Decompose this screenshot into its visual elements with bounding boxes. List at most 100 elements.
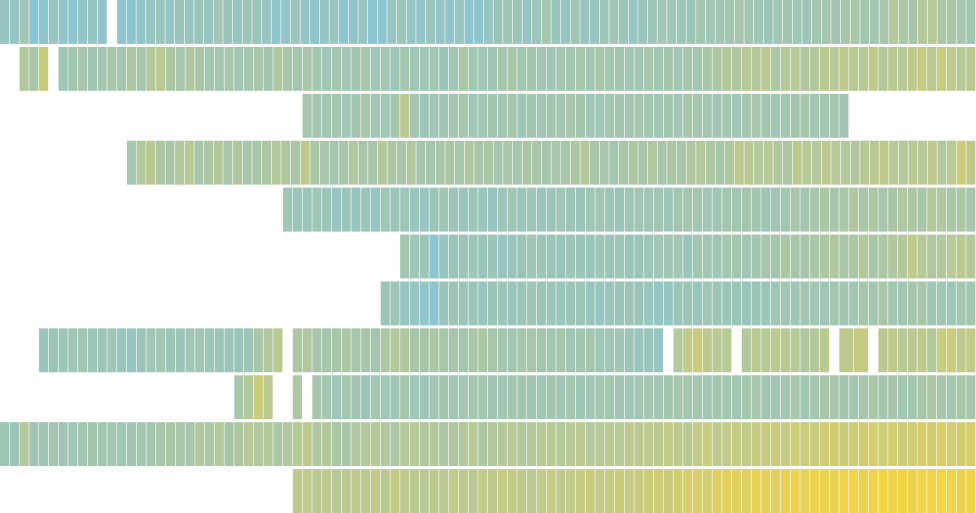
heatmap-cell: [624, 422, 634, 467]
heatmap-cell: [458, 93, 468, 138]
heatmap-cell: [819, 422, 829, 467]
heatmap-cell: [448, 187, 459, 232]
heatmap-cell: [956, 46, 966, 91]
heatmap-cell: [897, 469, 908, 513]
heatmap-cell: [741, 93, 751, 138]
heatmap-cell: [97, 46, 107, 91]
heatmap-cell: [322, 93, 332, 138]
heatmap-cell: [673, 375, 683, 420]
heatmap-cell: [956, 281, 966, 326]
heatmap-cell: [478, 375, 488, 420]
heatmap-cell: [351, 328, 361, 373]
heatmap-cell: [351, 187, 361, 232]
heatmap-cell: [488, 93, 498, 138]
heatmap-cell: [800, 422, 810, 467]
heatmap-cell: [947, 0, 957, 44]
heatmap-row: [283, 187, 976, 232]
heatmap-cell: [831, 140, 841, 185]
heatmap-cell: [751, 46, 761, 91]
heatmap-cell: [802, 0, 812, 44]
heatmap-cell: [517, 375, 527, 420]
heatmap-cell: [819, 93, 829, 138]
heatmap-cell: [370, 469, 381, 513]
heatmap-cell: [605, 234, 615, 279]
heatmap-cell: [683, 187, 693, 232]
heatmap-cell: [790, 469, 800, 513]
heatmap-cell: [696, 140, 706, 185]
heatmap-cell: [692, 234, 703, 279]
heatmap-cell: [361, 46, 371, 91]
heatmap-cell: [380, 328, 390, 373]
heatmap-cell: [917, 469, 927, 513]
heatmap-cell: [536, 281, 546, 326]
heatmap-cell: [175, 328, 185, 373]
heatmap-cell: [488, 187, 498, 232]
heatmap-cell: [351, 46, 361, 91]
heatmap-cell: [673, 328, 683, 373]
heatmap-cell: [936, 187, 947, 232]
heatmap-cell: [339, 0, 349, 44]
heatmap-cell: [634, 469, 644, 513]
heatmap-cell: [800, 234, 810, 279]
heatmap-cell: [497, 234, 507, 279]
heatmap-cell: [312, 328, 322, 373]
heatmap-cell: [966, 281, 976, 326]
heatmap-cell: [409, 375, 420, 420]
heatmap-cell: [811, 140, 822, 185]
heatmap-cell: [556, 281, 566, 326]
heatmap-cell: [536, 187, 546, 232]
heatmap-cell: [614, 234, 625, 279]
heatmap-cell: [541, 140, 551, 185]
heatmap-cell: [439, 281, 449, 326]
heatmap-cell: [358, 140, 368, 185]
heatmap-cell: [253, 46, 263, 91]
heatmap-cell: [663, 375, 673, 420]
heatmap-cell: [810, 281, 820, 326]
heatmap-cell: [512, 0, 522, 44]
heatmap-cell: [331, 422, 341, 467]
heatmap-cell: [380, 46, 390, 91]
heatmap-cell: [628, 140, 638, 185]
heatmap-cell: [155, 140, 165, 185]
heatmap-cell: [624, 281, 634, 326]
heatmap-cell: [898, 0, 908, 44]
heatmap-cell: [763, 140, 773, 185]
heatmap-cell: [751, 93, 761, 138]
heatmap-cell: [589, 0, 600, 44]
heatmap-cell: [556, 375, 566, 420]
heatmap-cell: [507, 93, 517, 138]
heatmap-cell: [527, 93, 537, 138]
heatmap-cell: [244, 375, 254, 420]
heatmap-cell: [400, 375, 410, 420]
heatmap-cell: [644, 375, 654, 420]
heatmap-cell: [448, 281, 459, 326]
heatmap-cell: [570, 140, 580, 185]
heatmap-cell: [692, 422, 703, 467]
heatmap-cell: [800, 187, 810, 232]
heatmap-cell: [156, 422, 166, 467]
heatmap-cell: [370, 93, 381, 138]
heatmap-cell: [585, 187, 595, 232]
heatmap-cell: [653, 93, 664, 138]
heatmap-cell: [686, 140, 696, 185]
heatmap-cell: [273, 422, 283, 467]
heatmap-cell: [644, 469, 654, 513]
heatmap-cell: [468, 469, 478, 513]
heatmap-cell: [400, 93, 410, 138]
heatmap-cell: [702, 469, 712, 513]
heatmap-cell: [429, 234, 439, 279]
heatmap-cell: [244, 328, 254, 373]
heatmap-cell: [536, 422, 546, 467]
heatmap-cell: [897, 375, 908, 420]
heatmap-cell: [439, 46, 449, 91]
heatmap-cell: [773, 0, 783, 44]
heatmap-cell: [605, 281, 615, 326]
heatmap-cell: [390, 281, 400, 326]
heatmap-cell: [946, 422, 956, 467]
heatmap-cell: [754, 140, 764, 185]
heatmap-cell: [839, 281, 849, 326]
heatmap-cell: [907, 187, 917, 232]
heatmap-cell: [829, 422, 839, 467]
heatmap-cell: [927, 469, 937, 513]
